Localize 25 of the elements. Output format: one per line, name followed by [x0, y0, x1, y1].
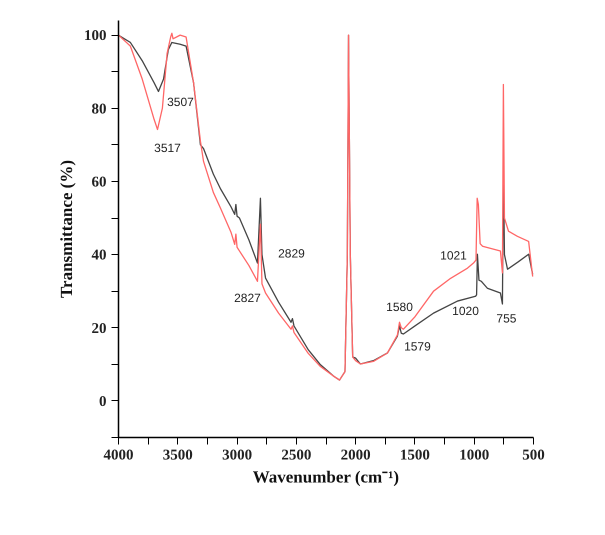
y-tick-label: 60: [92, 174, 106, 190]
annotation: 3507: [167, 94, 194, 109]
annotation: 3517: [154, 141, 182, 156]
annotation: 2829: [278, 246, 306, 261]
y-tick-label: 80: [92, 101, 106, 118]
y-tick-label: 0: [99, 394, 106, 410]
x-tick-label: 2000: [340, 448, 371, 464]
annotation: 2827: [234, 290, 262, 305]
y-tick-label: 40: [92, 248, 106, 264]
x-tick-label: 1500: [400, 448, 430, 464]
y-tick-label: 20: [92, 320, 106, 337]
x-tick-label: 4000: [104, 448, 134, 464]
x-tick-label: 3500: [162, 448, 193, 464]
x-tick-label: 1000: [459, 448, 490, 464]
annotation: 1021: [440, 248, 468, 263]
annotation: 1579: [404, 339, 432, 354]
y-tick-label: 100: [84, 28, 106, 44]
x-tick-label: 500: [522, 448, 545, 464]
x-tick-label: 2500: [281, 448, 312, 464]
annotation: 1020: [452, 304, 480, 318]
annotation: 1580: [386, 300, 414, 314]
x-axis-title: Wavenumber (cm⁻¹): [252, 468, 399, 486]
y-axis-title: Transmittance (%): [57, 160, 76, 298]
annotation: 755: [496, 311, 517, 326]
x-tick-label: 3000: [222, 448, 252, 464]
